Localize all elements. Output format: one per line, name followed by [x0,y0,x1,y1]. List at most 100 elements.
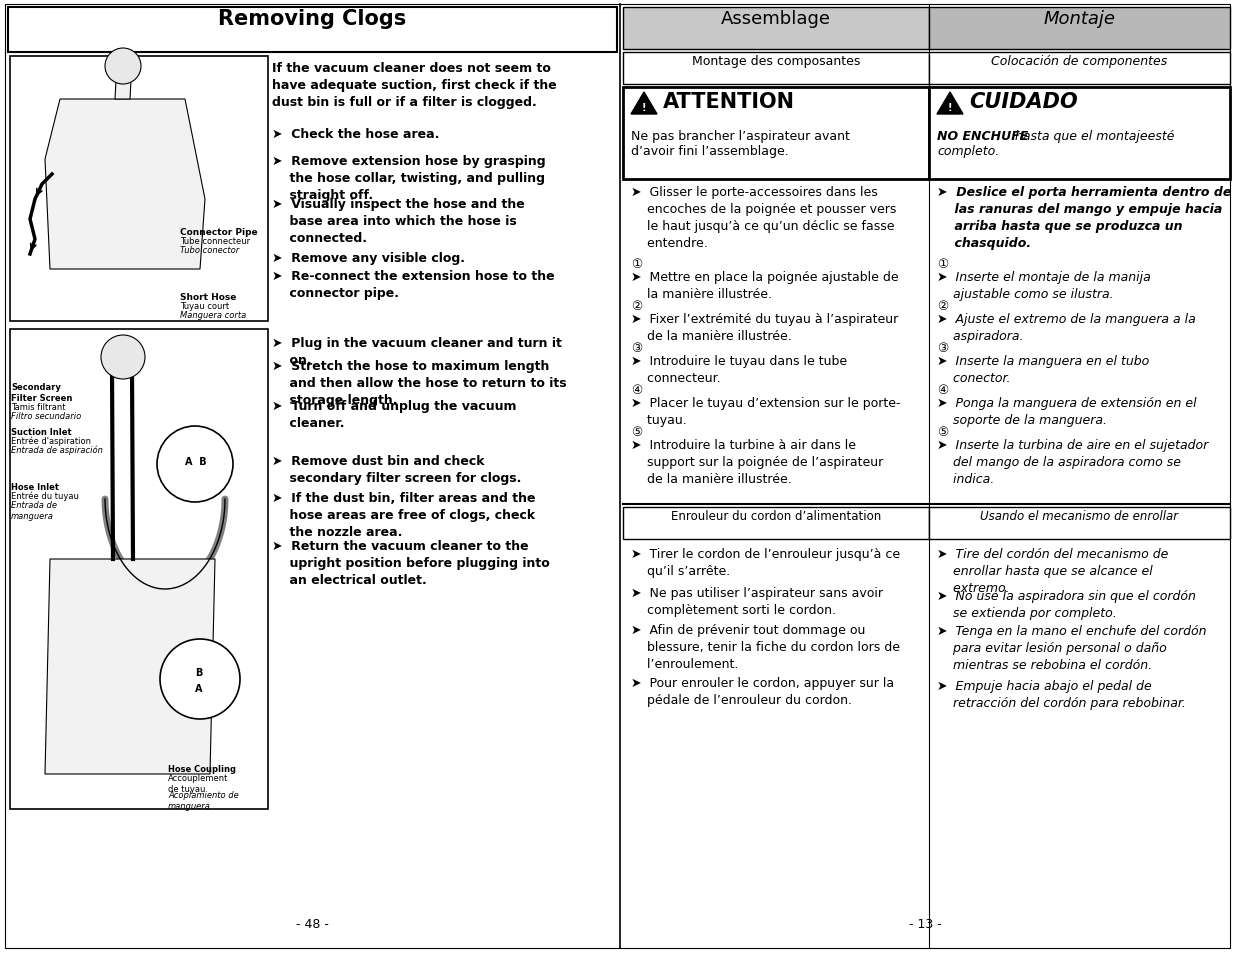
Text: Ne pas brancher l’aspirateur avant: Ne pas brancher l’aspirateur avant [631,130,850,143]
Text: ➤  Deslice el porta herramienta dentro de
    las ranuras del mango y empuje hac: ➤ Deslice el porta herramienta dentro de… [937,186,1231,250]
Text: ➤  If the dust bin, filter areas and the
    hose areas are free of clogs, check: ➤ If the dust bin, filter areas and the … [272,492,536,538]
Text: ➤  Glisser le porte-accessoires dans les
    encoches de la poignée et pousser v: ➤ Glisser le porte-accessoires dans les … [631,186,897,250]
Text: Acoplamiento de
manguera: Acoplamiento de manguera [168,790,238,811]
Text: ➤  Mettre en place la poignée ajustable de
    la manière illustrée.: ➤ Mettre en place la poignée ajustable d… [631,271,899,301]
Polygon shape [937,92,963,115]
Bar [929,507,1230,539]
Text: ①: ① [937,257,948,271]
Text: ➤  Pour enrouler le cordon, appuyer sur la
    pédale de l’enrouleur du cordon.: ➤ Pour enrouler le cordon, appuyer sur l… [631,677,894,706]
Text: Montage des composantes: Montage des composantes [692,55,861,68]
Text: Entrée d'aspiration: Entrée d'aspiration [11,436,91,446]
Bar [622,507,929,539]
Text: Montaje: Montaje [1044,10,1115,28]
Text: Connector Pipe: Connector Pipe [180,228,258,236]
Text: ➤  Return the vacuum cleaner to the
    upright position before plugging into
  : ➤ Return the vacuum cleaner to the uprig… [272,539,550,586]
Text: ➤  Remove any visible clog.: ➤ Remove any visible clog. [272,252,466,265]
Text: ➤  Ajuste el extremo de la manguera a la
    aspiradora.: ➤ Ajuste el extremo de la manguera a la … [937,313,1195,343]
Text: ➤  No use la aspiradora sin que el cordón
    se extienda por completo.: ➤ No use la aspiradora sin que el cordón… [937,589,1195,619]
Text: CUIDADO: CUIDADO [969,91,1078,112]
Text: ➤  Check the hose area.: ➤ Check the hose area. [272,128,440,141]
Text: ④: ④ [631,384,642,396]
Text: ➤  Stretch the hose to maximum length
    and then allow the hose to return to i: ➤ Stretch the hose to maximum length and… [272,359,567,407]
Text: Tube connecteur: Tube connecteur [180,236,251,246]
Text: - 13 -: - 13 - [909,917,941,930]
Polygon shape [631,92,657,115]
Text: Suction Inlet: Suction Inlet [11,428,72,436]
Text: Filtro secundario: Filtro secundario [11,412,82,420]
Text: ⑤: ⑤ [937,426,948,438]
Bar [622,88,929,180]
Text: ➤  Empuje hacia abajo el pedal de
    retracción del cordón para rebobinar.: ➤ Empuje hacia abajo el pedal de retracc… [937,679,1186,709]
Text: completo.: completo. [937,145,999,158]
Text: ➤  Remove dust bin and check
    secondary filter screen for clogs.: ➤ Remove dust bin and check secondary fi… [272,455,521,484]
Text: Entrée du tuyau: Entrée du tuyau [11,492,79,501]
Text: ①: ① [631,257,642,271]
Text: Entrada de aspiración: Entrada de aspiración [11,446,103,455]
Text: If the vacuum cleaner does not seem to
have adequate suction, first check if the: If the vacuum cleaner does not seem to h… [272,62,557,109]
Text: Assemblage: Assemblage [721,10,831,28]
Text: ➤  Fixer l’extrémité du tuyau à l’aspirateur
    de la manière illustrée.: ➤ Fixer l’extrémité du tuyau à l’aspirat… [631,313,898,343]
Bar [10,57,268,322]
Text: - 48 -: - 48 - [295,917,329,930]
Polygon shape [44,559,215,774]
Text: ➤  Visually inspect the hose and the
    base area into which the hose is
    co: ➤ Visually inspect the hose and the base… [272,198,525,245]
Text: A  B: A B [185,456,206,467]
Text: ➤  Introduire le tuyau dans le tube
    connecteur.: ➤ Introduire le tuyau dans le tube conne… [631,355,847,385]
Text: Removing Clogs: Removing Clogs [217,9,406,29]
Text: ATTENTION: ATTENTION [663,91,795,112]
Bar [929,53,1230,85]
Text: Tuyau court: Tuyau court [180,302,230,311]
Text: ④: ④ [937,384,948,396]
Text: ➤  Afin de prévenir tout dommage ou
    blessure, tenir la fiche du cordon lors : ➤ Afin de prévenir tout dommage ou bless… [631,623,900,670]
Bar [622,8,929,50]
Text: Short Hose: Short Hose [180,293,236,302]
Text: ➤  Remove extension hose by grasping
    the hose collar, twisting, and pulling
: ➤ Remove extension hose by grasping the … [272,154,546,202]
Text: ➤  Tirer le cordon de l’enrouleur jusqu’à ce
    qu’il s’arrête.: ➤ Tirer le cordon de l’enrouleur jusqu’à… [631,547,900,578]
Bar [622,53,929,85]
Text: ➤  Inserte el montaje de la manija
    ajustable como se ilustra.: ➤ Inserte el montaje de la manija ajusta… [937,271,1151,301]
Text: Tubo conector: Tubo conector [180,246,240,254]
Text: Accouplement
de tuyau: Accouplement de tuyau [168,773,228,794]
Text: ③: ③ [937,341,948,355]
Bar [10,330,268,809]
Text: Colocación de componentes: Colocación de componentes [992,55,1167,68]
Text: ➤  Ne pas utiliser l’aspirateur sans avoir
    complètement sorti le cordon.: ➤ Ne pas utiliser l’aspirateur sans avoi… [631,586,883,617]
Text: ➤  Inserte la manguera en el tubo
    conector.: ➤ Inserte la manguera en el tubo conecto… [937,355,1150,385]
Bar [929,88,1230,180]
Text: ③: ③ [631,341,642,355]
Text: ➤  Tire del cordón del mecanismo de
    enrollar hasta que se alcance el
    ext: ➤ Tire del cordón del mecanismo de enrol… [937,547,1168,595]
Text: hasta que el montajeesté: hasta que el montajeesté [1011,130,1174,143]
Text: ➤  Inserte la turbina de aire en el sujetador
    del mango de la aspiradora com: ➤ Inserte la turbina de aire en el sujet… [937,438,1208,485]
Text: Hose Inlet: Hose Inlet [11,482,59,492]
Bar [929,8,1230,50]
Text: ➤  Introduire la turbine à air dans le
    support sur la poignée de l’aspirateu: ➤ Introduire la turbine à air dans le su… [631,438,883,485]
Circle shape [101,335,144,379]
Text: Enrouleur du cordon d’alimentation: Enrouleur du cordon d’alimentation [671,510,881,522]
Text: ➤  Placer le tuyau d’extension sur le porte-
    tuyau.: ➤ Placer le tuyau d’extension sur le por… [631,396,900,427]
Text: d’avoir fini l’assemblage.: d’avoir fini l’assemblage. [631,145,789,158]
Text: !: ! [947,103,952,112]
Text: ②: ② [631,299,642,313]
Text: ➤  Tenga en la mano el enchufe del cordón
    para evitar lesión personal o daño: ➤ Tenga en la mano el enchufe del cordón… [937,624,1207,671]
Text: ➤  Ponga la manguera de extensión en el
    soporte de la manguera.: ➤ Ponga la manguera de extensión en el s… [937,396,1197,427]
Text: Manguera corta: Manguera corta [180,311,246,319]
Text: B: B [195,667,203,678]
Text: ⑤: ⑤ [631,426,642,438]
Text: Tamis filtrant: Tamis filtrant [11,402,65,412]
Text: Entrada de
manguera: Entrada de manguera [11,500,57,521]
Circle shape [161,639,240,720]
Text: Usando el mecanismo de enrollar: Usando el mecanismo de enrollar [981,510,1178,522]
Circle shape [105,49,141,85]
Text: !: ! [642,103,646,112]
Polygon shape [44,100,205,270]
Polygon shape [115,62,132,100]
Text: NO ENCHUFE: NO ENCHUFE [937,130,1029,143]
Text: ②: ② [937,299,948,313]
Text: ➤  Turn off and unplug the vacuum
    cleaner.: ➤ Turn off and unplug the vacuum cleaner… [272,399,516,430]
Text: Secondary
Filter Screen: Secondary Filter Screen [11,382,73,403]
Text: ➤  Re-connect the extension hose to the
    connector pipe.: ➤ Re-connect the extension hose to the c… [272,270,555,299]
Circle shape [157,427,233,502]
Bar [7,8,618,53]
Text: ➤  Plug in the vacuum cleaner and turn it
    on.: ➤ Plug in the vacuum cleaner and turn it… [272,336,562,367]
Text: Hose Coupling: Hose Coupling [168,764,236,773]
